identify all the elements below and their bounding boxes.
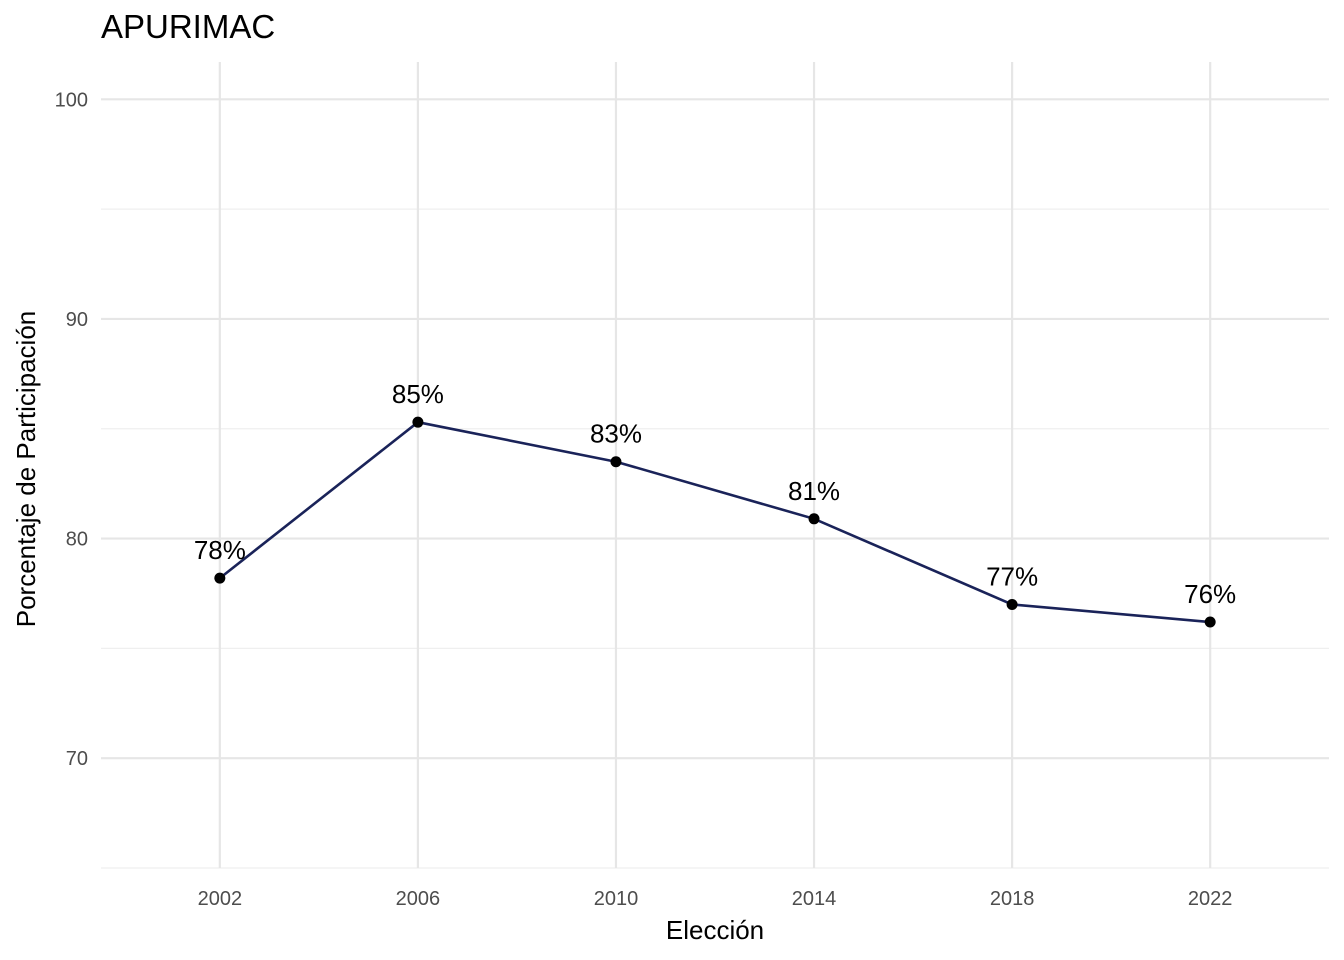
x-tick-label: 2010 — [594, 888, 639, 910]
x-tick-label: 2018 — [990, 888, 1035, 910]
grid — [101, 62, 1329, 869]
data-point — [808, 513, 820, 525]
x-tick-label: 2002 — [198, 888, 243, 910]
y-axis-title: Porcentaje de Participación — [11, 311, 41, 628]
x-axis-ticks: 2002 2006 2010 2014 2018 2022 — [198, 888, 1233, 910]
x-axis-title: Elección — [666, 915, 764, 945]
data-label: 77% — [986, 561, 1038, 591]
chart-title: APURIMAC — [101, 8, 276, 45]
series — [214, 416, 1216, 628]
data-labels: 78% 85% 83% 81% 77% 76% — [194, 379, 1236, 609]
data-label: 83% — [590, 419, 642, 449]
y-tick-label: 80 — [66, 529, 88, 551]
data-label: 76% — [1184, 579, 1236, 609]
data-label: 78% — [194, 535, 246, 565]
y-axis-ticks: 70 80 90 100 — [55, 89, 88, 770]
y-tick-label: 100 — [55, 89, 88, 111]
data-label: 85% — [392, 379, 444, 409]
data-point — [214, 572, 226, 584]
data-label: 81% — [788, 476, 840, 506]
x-tick-label: 2022 — [1188, 888, 1233, 910]
series-line — [219, 420, 1211, 624]
data-point — [1006, 598, 1018, 610]
x-tick-label: 2014 — [792, 888, 837, 910]
data-point — [412, 416, 424, 428]
y-tick-label: 70 — [66, 748, 88, 770]
data-point — [610, 456, 622, 468]
data-point — [1204, 616, 1216, 628]
y-tick-label: 90 — [66, 309, 88, 331]
x-tick-label: 2006 — [396, 888, 441, 910]
